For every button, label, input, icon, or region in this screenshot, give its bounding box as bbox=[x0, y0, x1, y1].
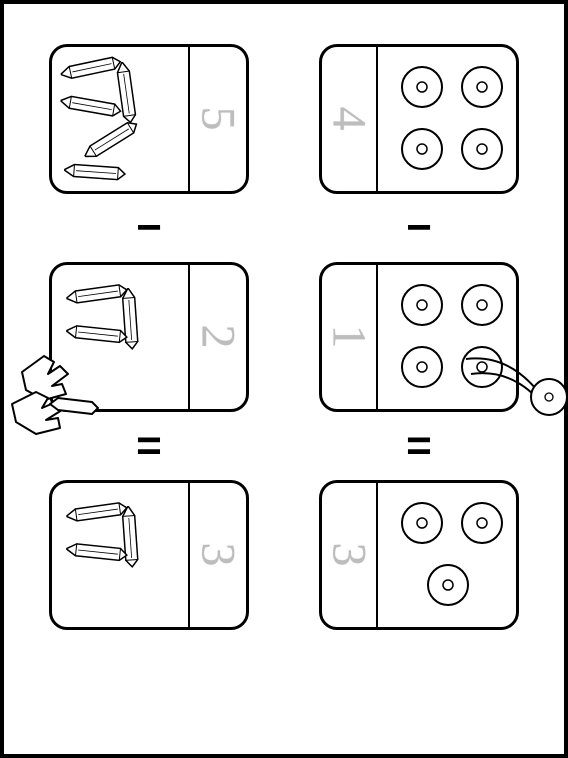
ball-icon bbox=[460, 65, 504, 109]
pencil-icon bbox=[65, 542, 128, 562]
equals-operator: = bbox=[136, 424, 162, 468]
pencil-icon bbox=[65, 324, 128, 344]
card-pencils-top: 5 bbox=[49, 44, 249, 194]
ball-bouncing-icon bbox=[461, 349, 568, 419]
subtraction-worksheet: 5 − 2 bbox=[34, 44, 534, 714]
card-picture-area bbox=[378, 47, 516, 191]
card-picture-area bbox=[378, 483, 516, 627]
card-number-panel: 4 bbox=[322, 47, 378, 191]
card-picture-area bbox=[52, 265, 190, 409]
minus-operator: − bbox=[136, 206, 162, 250]
ball-icon bbox=[400, 127, 444, 171]
card-balls-middle: 1 bbox=[319, 262, 519, 412]
pencil-icon bbox=[65, 501, 128, 523]
traced-number: 1 bbox=[322, 324, 377, 350]
pencil-icon bbox=[59, 55, 123, 82]
card-number-panel: 3 bbox=[322, 483, 378, 627]
card-balls-bottom: 3 bbox=[319, 480, 519, 630]
traced-number: 3 bbox=[322, 542, 377, 568]
card-pencils-middle: 2 bbox=[49, 262, 249, 412]
card-number-panel: 3 bbox=[190, 483, 246, 627]
card-picture-area bbox=[378, 265, 516, 409]
ball-icon bbox=[400, 65, 444, 109]
ball-icon bbox=[460, 127, 504, 171]
ball-icon bbox=[460, 283, 504, 327]
pencil-icon bbox=[65, 283, 128, 305]
right-column: 4 − 1 bbox=[304, 44, 534, 714]
ball-icon bbox=[426, 563, 470, 607]
traced-number: 5 bbox=[191, 106, 246, 132]
ball-icon bbox=[400, 501, 444, 545]
card-pencils-bottom: 3 bbox=[49, 480, 249, 630]
pencil-icon bbox=[81, 118, 141, 163]
hands-taking-icon bbox=[2, 344, 112, 439]
left-column: 5 − 2 bbox=[34, 44, 264, 714]
card-number-panel: 2 bbox=[190, 265, 246, 409]
traced-number: 4 bbox=[322, 106, 377, 132]
card-balls-top: 4 bbox=[319, 44, 519, 194]
card-number-panel: 1 bbox=[322, 265, 378, 409]
traced-number: 2 bbox=[191, 324, 246, 350]
ball-icon bbox=[460, 501, 504, 545]
traced-number: 3 bbox=[191, 542, 246, 568]
card-picture-area bbox=[52, 483, 190, 627]
ball-icon bbox=[400, 283, 444, 327]
equals-operator: = bbox=[406, 424, 432, 468]
card-number-panel: 5 bbox=[190, 47, 246, 191]
pencil-icon bbox=[64, 163, 127, 181]
card-picture-area bbox=[52, 47, 190, 191]
ball-icon bbox=[400, 345, 444, 389]
pencil-icon bbox=[59, 94, 122, 119]
minus-operator: − bbox=[406, 206, 432, 250]
